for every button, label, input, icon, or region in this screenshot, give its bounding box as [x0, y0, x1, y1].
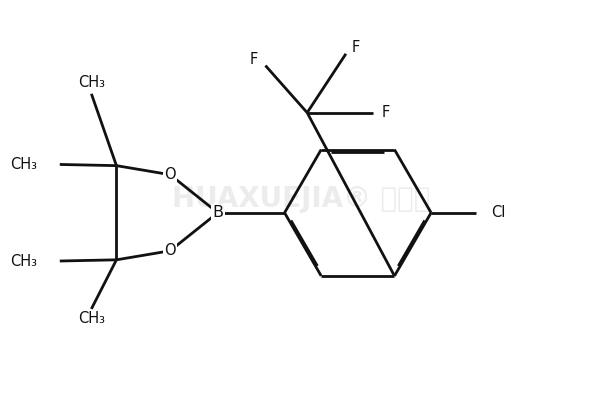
Text: CH₃: CH₃	[78, 311, 105, 326]
Text: B: B	[213, 205, 223, 220]
Text: O: O	[164, 243, 176, 258]
Text: CH₃: CH₃	[10, 254, 37, 269]
Text: F: F	[249, 52, 258, 67]
Text: O: O	[164, 167, 176, 182]
Text: HUAXUEJIA® 化学加: HUAXUEJIA® 化学加	[172, 185, 430, 213]
Text: CH₃: CH₃	[10, 157, 37, 172]
Text: F: F	[382, 105, 390, 120]
Text: Cl: Cl	[491, 205, 505, 220]
Text: CH₃: CH₃	[78, 74, 105, 90]
Text: F: F	[352, 41, 360, 55]
